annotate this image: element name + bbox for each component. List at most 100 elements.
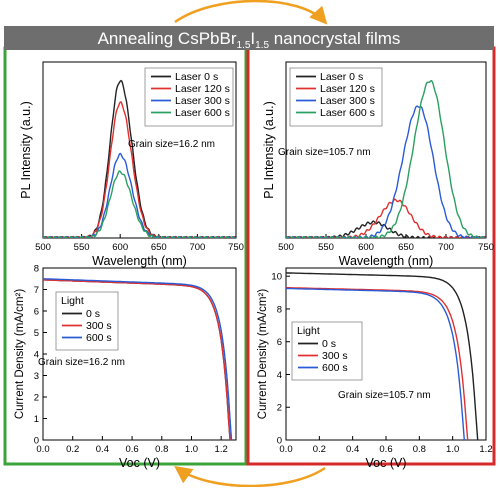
- y-tick-label: 7: [34, 285, 39, 296]
- series-group: [286, 272, 479, 440]
- legend-label: Laser 300 s: [175, 95, 230, 107]
- x-tick-label: 600: [112, 242, 128, 253]
- x-tick-label: 0.2: [66, 444, 79, 455]
- legend-label: Laser 120 s: [175, 83, 230, 95]
- y-tick-label: 2: [277, 403, 282, 414]
- y-tick-label: 4: [277, 370, 282, 381]
- series-line-600-s: [286, 287, 465, 440]
- y-tick-label: 8: [34, 264, 39, 275]
- y-tick-label: 0: [277, 436, 282, 447]
- series-line-laser-300-s: [43, 152, 236, 238]
- x-tick-label: 750: [478, 242, 494, 253]
- x-tick-label: 0.8: [413, 444, 426, 455]
- grain-size-annotation: Grain size=105.7 nm: [278, 147, 371, 158]
- x-tick-label: 600: [358, 242, 374, 253]
- x-axis-label: Wavelength (nm): [339, 254, 434, 268]
- x-tick-label: 0.0: [279, 444, 292, 455]
- x-tick-label: 0.6: [379, 444, 392, 455]
- grain-size-annotation: Grain size=105.7 nm: [338, 390, 431, 401]
- y-tick-label: 6: [277, 337, 282, 348]
- series-line-laser-600-s: [286, 79, 485, 238]
- legend-box: [144, 67, 234, 127]
- chart-pl_small: 500 550 600 650 700 750 Wavelength (nm) PL Inte…: [19, 61, 244, 268]
- y-tick-label: 2: [34, 393, 39, 404]
- y-tick-label: 10: [271, 272, 282, 283]
- title-banner: [4, 26, 494, 50]
- chart-pl_large: 500 550 600 650 700 750 Wavelength (nm) PL Inte…: [262, 61, 494, 268]
- x-tick-label: 1.0: [446, 444, 459, 455]
- legend-box: [289, 67, 383, 127]
- series-line-laser-120-s: [286, 198, 486, 238]
- series-group: [286, 79, 486, 238]
- legend-label: 600 s: [86, 332, 112, 344]
- series-group: [43, 79, 236, 238]
- x-tick-label: 700: [189, 242, 205, 253]
- legend-box: [55, 291, 119, 351]
- series-line-300-s: [286, 287, 469, 440]
- grain-size-annotation: Grain size=16.2 nm: [128, 139, 215, 150]
- x-tick-label: 500: [35, 242, 51, 253]
- x-tick-label: 550: [74, 242, 90, 253]
- y-tick-label: 5: [34, 328, 39, 339]
- x-axis-label: Voc (V): [366, 456, 407, 470]
- legend-box: [291, 321, 363, 381]
- series-line-600-s: [43, 278, 233, 440]
- x-tick-label: 700: [438, 242, 454, 253]
- legend-label: Laser 120 s: [320, 83, 375, 95]
- x-axis-label: Wavelength (nm): [92, 254, 187, 268]
- x-tick-label: 500: [278, 242, 294, 253]
- y-tick-label: 0: [34, 436, 39, 447]
- legend-title: Light: [297, 325, 320, 337]
- y-tick-label: 8: [277, 304, 282, 315]
- legend-label: Laser 600 s: [320, 107, 375, 119]
- chart-jv_large: 0.0 0.2 0.4 0.6 0.8 1.0 1.2 0 2 4 6 8 10 Voc (V) Curre…: [257, 267, 493, 470]
- series-line-laser-120-s: [43, 101, 236, 238]
- legend-label: Laser 300 s: [320, 95, 375, 107]
- legend-label: 0 s: [322, 338, 336, 350]
- y-tick-label: 3: [34, 371, 39, 382]
- x-tick-label: 1.2: [215, 444, 228, 455]
- x-tick-label: 650: [398, 242, 414, 253]
- x-tick-label: 0.4: [96, 444, 109, 455]
- legend-label: 300 s: [86, 320, 112, 332]
- top-cycle-arrow: [174, 0, 328, 25]
- x-tick-label: 0.6: [125, 444, 138, 455]
- x-tick-label: 550: [318, 242, 334, 253]
- x-tick-label: 650: [151, 242, 167, 253]
- y-tick-label: 6: [34, 307, 39, 318]
- plot-area: [285, 61, 487, 239]
- y-axis-label: PL Intensity (a.u.): [262, 101, 276, 199]
- legend-label: Laser 0 s: [320, 71, 363, 83]
- grain-size-annotation: Grain size=16.2 nm: [38, 357, 125, 368]
- y-tick-label: 1: [34, 414, 39, 425]
- legend-label: 0 s: [86, 308, 100, 320]
- series-group: [43, 278, 233, 440]
- plot-area: [42, 61, 237, 239]
- chart-jv_small: 0.0 0.2 0.4 0.6 0.8 1.0 1.2 0 1 2 3 4 5 6 7 8 Voc (V) Cur…: [14, 264, 237, 470]
- x-tick-label: 0.0: [36, 444, 49, 455]
- y-axis-label: Current Density (mA/cm²): [257, 289, 269, 420]
- bottom-cycle-arrow: [174, 465, 326, 488]
- x-tick-label: 1.0: [185, 444, 198, 455]
- x-tick-label: 0.2: [313, 444, 326, 455]
- x-tick-label: 0.4: [346, 444, 359, 455]
- y-axis-label: PL Intensity (a.u.): [19, 101, 33, 199]
- series-line-0-s: [286, 272, 479, 440]
- legend-label: Laser 0 s: [175, 71, 218, 83]
- series-line-300-s: [43, 279, 231, 440]
- series-line-laser-300-s: [286, 105, 486, 238]
- series-line-laser-600-s: [43, 170, 235, 238]
- x-tick-label: 750: [228, 242, 244, 253]
- x-tick-label: 1.2: [479, 444, 492, 455]
- banner-title: Annealing CsPbBr1.5I1.5 nanocrystal film…: [98, 29, 401, 51]
- legend-label: 300 s: [322, 350, 348, 362]
- legend-label: Laser 600 s: [175, 107, 230, 119]
- y-axis-label: Current Density (mA/cm²): [14, 289, 26, 420]
- legend-title: Light: [61, 295, 84, 307]
- y-tick-label: 4: [34, 350, 39, 361]
